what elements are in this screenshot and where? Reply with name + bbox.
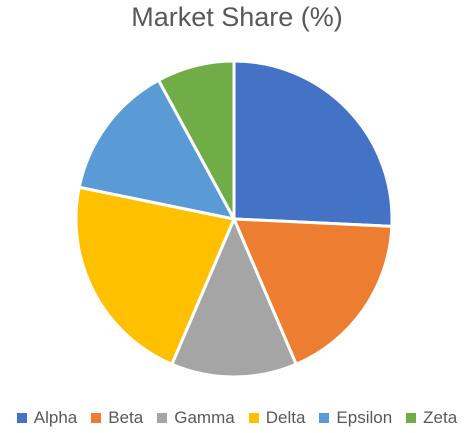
- legend-label: Alpha: [33, 408, 78, 427]
- legend-swatch: [91, 413, 102, 423]
- legend-item-delta: Delta: [248, 408, 306, 428]
- legend-label: Delta: [265, 408, 306, 427]
- chart-legend: Alpha Beta Gamma Delta Epsilon Zeta: [0, 405, 474, 431]
- legend-item-epsilon: Epsilon: [319, 408, 392, 428]
- pie-chart: [74, 59, 394, 379]
- legend-label: Zeta: [423, 408, 458, 427]
- pie-slice-beta: [232, 217, 394, 366]
- legend-swatch: [248, 413, 259, 423]
- pie-slice-alpha: [232, 59, 394, 228]
- pie-slice-delta: [74, 185, 236, 366]
- legend-item-beta: Beta: [91, 408, 143, 428]
- legend-label: Beta: [108, 408, 144, 427]
- legend-label: Gamma: [174, 408, 235, 427]
- legend-item-alpha: Alpha: [16, 408, 78, 428]
- pie-slice-epsilon: [77, 78, 236, 221]
- pie-slice-zeta: [157, 59, 236, 221]
- chart-title: Market Share (%): [131, 2, 343, 32]
- legend-swatch: [16, 413, 27, 423]
- legend-swatch: [319, 413, 330, 423]
- pie-slice-gamma: [170, 217, 298, 379]
- legend-item-gamma: Gamma: [157, 408, 235, 428]
- legend-swatch: [406, 413, 417, 423]
- legend-label: Epsilon: [336, 408, 393, 427]
- legend-swatch: [157, 413, 168, 423]
- legend-item-zeta: Zeta: [406, 408, 457, 428]
